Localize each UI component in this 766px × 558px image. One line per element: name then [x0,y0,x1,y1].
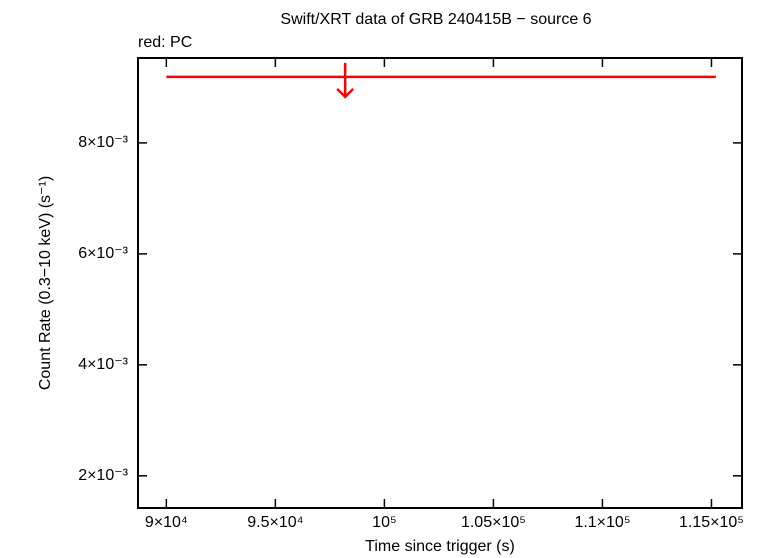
upper-limit-arrow [336,62,355,99]
y-tick-label: 8×10⁻³ [78,134,128,151]
x-tick-label: 1.05×10⁵ [461,514,526,531]
y-tick-label: 6×10⁻³ [78,245,128,262]
plot-frame [137,57,743,509]
y-axis-label: Count Rate (0.3−10 keV) (s⁻¹) [37,176,54,390]
annotation: red: PC [138,34,192,51]
x-tick-label: 10⁵ [372,514,396,531]
x-tick-label: 1.15×10⁵ [679,514,744,531]
x-tick-label: 1.1×10⁵ [574,514,630,531]
chart-title: Swift/XRT data of GRB 240415B − source 6 [280,11,591,28]
y-tick-label: 2×10⁻³ [78,467,128,484]
x-axis-label: Time since trigger (s) [365,538,515,555]
x-tick-label: 9.5×10⁴ [247,514,303,531]
x-tick-label: 9×10⁴ [145,514,188,531]
y-tick-label: 4×10⁻³ [78,356,128,373]
